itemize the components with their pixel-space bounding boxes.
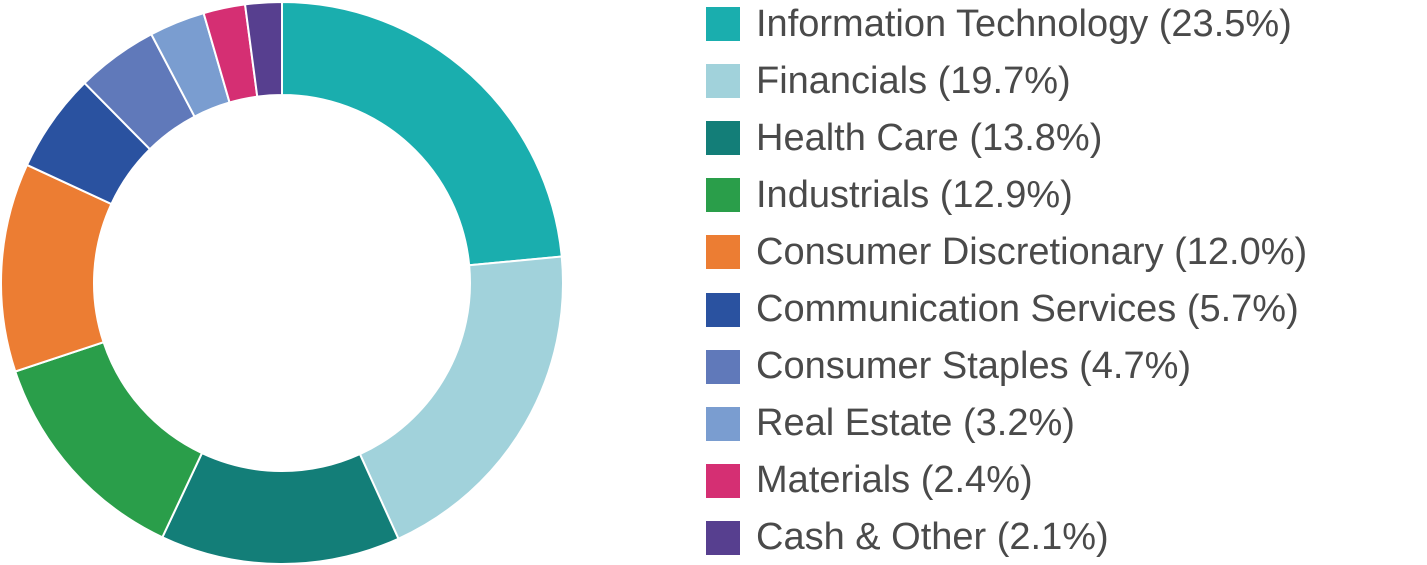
legend-swatch — [706, 235, 740, 270]
legend-item-information-technology: Information Technology (23.5%) — [706, 0, 1292, 48]
legend-swatch — [706, 64, 740, 99]
legend-swatch — [706, 178, 740, 213]
legend-label: Materials (2.4%) — [756, 459, 1033, 502]
legend-swatch — [706, 349, 740, 384]
legend-item-cash-and-other: Cash & Other (2.1%) — [706, 514, 1109, 562]
slice-health-care — [161, 451, 400, 565]
slice-cash-and-other — [243, 0, 283, 98]
legend-item-consumer-staples: Consumer Staples (4.7%) — [706, 343, 1191, 391]
legend-label: Consumer Discretionary (12.0%) — [756, 230, 1308, 273]
legend-swatch — [706, 292, 740, 327]
donut-chart — [0, 0, 564, 565]
legend-swatch — [706, 520, 740, 555]
slice-industrials — [14, 340, 204, 539]
legend-label: Information Technology (23.5%) — [756, 2, 1292, 45]
legend-item-financials: Financials (19.7%) — [706, 57, 1071, 105]
legend-label: Health Care (13.8%) — [756, 116, 1103, 159]
legend-label: Consumer Staples (4.7%) — [756, 345, 1192, 388]
legend-item-industrials: Industrials (12.9%) — [706, 171, 1073, 219]
legend-item-health-care: Health Care (13.8%) — [706, 114, 1102, 162]
legend-item-real-estate: Real Estate (3.2%) — [706, 400, 1075, 448]
legend-label: Real Estate (3.2%) — [756, 402, 1075, 445]
legend-swatch — [706, 7, 740, 41]
legend-swatch — [706, 463, 740, 498]
legend-label: Communication Services (5.7%) — [756, 288, 1299, 330]
legend-swatch — [706, 121, 740, 156]
slice-information-technology — [281, 0, 563, 267]
legend-item-communication-services: Communication Services (5.7%) — [706, 286, 1299, 334]
chart-legend: Information Technology (23.5%) Financials… — [706, 0, 1421, 565]
legend-label: Cash & Other (2.1%) — [756, 516, 1109, 559]
legend-label: Industrials (12.9%) — [756, 173, 1073, 216]
legend-item-consumer-discretionary: Consumer Discretionary (12.0%) — [706, 228, 1307, 276]
legend-item-materials: Materials (2.4%) — [706, 457, 1033, 505]
legend-swatch — [706, 406, 740, 441]
slice-financials — [358, 255, 564, 541]
legend-label: Financials (19.7%) — [756, 59, 1071, 102]
